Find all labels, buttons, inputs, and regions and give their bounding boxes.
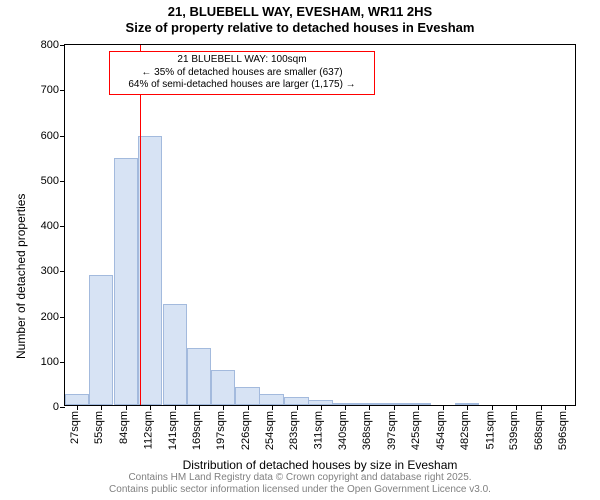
x-tick-label: 425sqm	[410, 405, 422, 450]
annotation-line3: 64% of semi-detached houses are larger (…	[128, 79, 355, 90]
histogram-bar	[235, 387, 259, 405]
histogram-bar	[211, 370, 235, 405]
x-tick-label: 596sqm	[557, 405, 569, 450]
y-tick-label: 0	[53, 401, 65, 413]
x-tick-label: 482sqm	[459, 405, 471, 450]
x-tick-label: 197sqm	[215, 405, 227, 450]
histogram-bar	[308, 400, 332, 405]
y-tick-label: 100	[41, 356, 65, 368]
y-tick-label: 500	[41, 175, 65, 187]
x-axis-label: Distribution of detached houses by size …	[64, 458, 576, 472]
x-tick-label: 112sqm	[142, 405, 154, 449]
histogram-bar	[455, 403, 479, 405]
property-annotation: 21 BLUEBELL WAY: 100sqm ← 35% of detached…	[109, 51, 375, 95]
histogram-bar	[357, 403, 381, 405]
x-tick-label: 141sqm	[167, 405, 179, 450]
x-tick-label: 55sqm	[93, 405, 105, 444]
histogram-bar	[187, 348, 211, 405]
histogram-bar	[138, 136, 162, 405]
annotation-line2: ← 35% of detached houses are smaller (63…	[141, 67, 342, 78]
histogram-bar	[89, 275, 113, 405]
footer-line2: Contains public sector information licen…	[109, 484, 491, 495]
annotation-line1: 21 BLUEBELL WAY: 100sqm	[177, 54, 306, 65]
y-tick-label: 400	[41, 220, 65, 232]
x-tick-label: 311sqm	[313, 405, 325, 449]
x-tick-label: 340sqm	[337, 405, 349, 450]
x-tick-label: 539sqm	[508, 405, 520, 450]
histogram-bar	[65, 394, 89, 405]
histogram-bar	[382, 403, 406, 405]
histogram-bar	[163, 304, 187, 405]
x-tick-label: 511sqm	[484, 405, 496, 449]
title-line2: Size of property relative to detached ho…	[126, 20, 475, 35]
histogram-bar	[114, 158, 138, 405]
histogram-bar	[259, 394, 283, 405]
x-tick-label: 226sqm	[240, 405, 252, 450]
y-tick-label: 200	[41, 311, 65, 323]
x-tick-label: 568sqm	[533, 405, 545, 450]
plot-wrapper: 010020030040050060070080027sqm55sqm84sqm…	[64, 44, 576, 406]
y-axis-label: Number of detached properties	[14, 194, 28, 359]
footer-attribution: Contains HM Land Registry data © Crown c…	[0, 472, 600, 496]
y-tick-label: 800	[41, 39, 65, 51]
y-tick-label: 600	[41, 130, 65, 142]
x-tick-label: 368sqm	[361, 405, 373, 450]
x-tick-label: 454sqm	[435, 405, 447, 450]
x-tick-label: 169sqm	[191, 405, 203, 450]
x-tick-label: 397sqm	[386, 405, 398, 450]
x-tick-label: 84sqm	[118, 405, 130, 444]
x-tick-label: 27sqm	[69, 405, 81, 444]
property-marker-line	[140, 45, 141, 405]
x-tick-label: 254sqm	[264, 405, 276, 450]
histogram-bar	[284, 397, 308, 405]
plot-area: 010020030040050060070080027sqm55sqm84sqm…	[64, 44, 576, 406]
y-tick-label: 700	[41, 84, 65, 96]
footer-line1: Contains HM Land Registry data © Crown c…	[128, 472, 471, 483]
y-tick-label: 300	[41, 265, 65, 277]
histogram-bar	[333, 403, 357, 405]
histogram-bar	[406, 403, 430, 405]
x-tick-label: 283sqm	[289, 405, 301, 450]
title-line1: 21, BLUEBELL WAY, EVESHAM, WR11 2HS	[168, 4, 432, 19]
chart-title: 21, BLUEBELL WAY, EVESHAM, WR11 2HS Size…	[0, 0, 600, 37]
